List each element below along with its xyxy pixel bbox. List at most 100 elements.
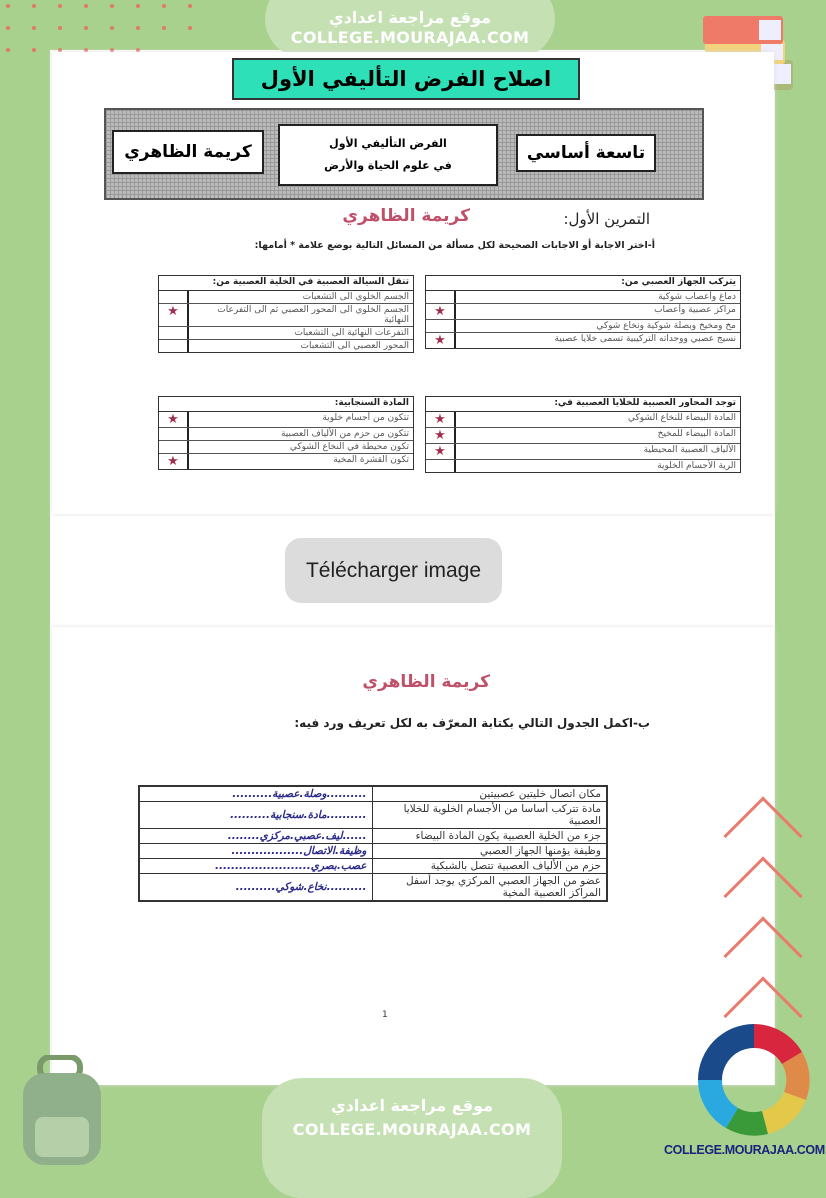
option-text: تكون القشرة المخية xyxy=(187,454,413,469)
empty-mark xyxy=(159,340,187,352)
definition-row: ......ليف.عصبي.مركزي........ جزء من الخلي… xyxy=(138,828,608,844)
empty-mark xyxy=(426,320,454,332)
watermark: كريمة الظاهري xyxy=(362,672,490,692)
dot xyxy=(32,26,36,30)
instruction-a: أ-اختر الاجابة أو الاجابات الصحيحة لكل م… xyxy=(254,240,655,251)
empty-mark xyxy=(426,460,454,472)
option-row: تكون محيطة في النخاع الشوكي xyxy=(159,441,413,454)
dot xyxy=(84,4,88,8)
option-row: الألياف العصبية المحيطية ★ xyxy=(426,444,740,460)
star-mark-icon: ★ xyxy=(434,412,446,427)
empty-mark xyxy=(159,327,187,339)
option-text: تتكون من أجسام خلوية xyxy=(187,412,413,427)
exercise-title: التمرين الأول: xyxy=(563,210,651,228)
answer-cell: عصب.بصري........................ xyxy=(138,858,373,874)
option-row: مخ ومخيخ وبصلة شوكية ونخاع شوكي xyxy=(426,320,740,333)
definition-cell: حزم من الألياف العصبية تتصل بالشبكية xyxy=(371,858,608,874)
question-head: تنقل السيالة العصبية في الخلية العصبية م… xyxy=(159,276,413,291)
backpack-icon xyxy=(23,1055,101,1165)
answer-cell: ..........مادة.سنجابية.......... xyxy=(138,801,373,829)
option-row: دماغ وأعصاب شوكية xyxy=(426,291,740,304)
definition-row: ..........نخاع.شوكي.......... عضو من الجه… xyxy=(138,873,608,902)
site-domain: COLLEGE.MOURAJAA.COM xyxy=(292,1120,532,1139)
bottom-site-banner: موقع مراجعة اعدادي COLLEGE.MOURAJAA.COM xyxy=(262,1078,562,1198)
definition-row: وظيفة.الاتصال.................. وظيفة يؤم… xyxy=(138,843,608,859)
option-text: المادة البيضاء للنخاع الشوكي xyxy=(454,412,740,427)
site-name: موقع مراجعة اعدادي xyxy=(328,8,492,27)
option-row: تكون القشرة المخية ★ xyxy=(159,454,413,469)
decorative-dots xyxy=(6,4,206,52)
top-site-banner: موقع مراجعة اعدادي COLLEGE.MOURAJAA.COM xyxy=(265,0,555,58)
definition-row: عصب.بصري........................ حزم من ا… xyxy=(138,858,608,874)
option-row: المادة البيضاء للنخاع الشوكي ★ xyxy=(426,412,740,428)
question-table: تنقل السيالة العصبية في الخلية العصبية م… xyxy=(158,275,414,353)
dot xyxy=(110,26,114,30)
star-mark-icon: ★ xyxy=(167,304,179,319)
option-row: تتكون من أجسام خلوية ★ xyxy=(159,412,413,428)
question-head: يتركب الجهاز العصبي من: xyxy=(426,276,740,291)
question-head: المادة السنجابية: xyxy=(159,397,413,412)
question-table: يتركب الجهاز العصبي من: دماغ وأعصاب شوكية… xyxy=(425,275,741,349)
dot xyxy=(136,4,140,8)
option-row: نسيج عصبي ووحداته التركيبية تسمى خلايا ع… xyxy=(426,333,740,348)
empty-mark xyxy=(426,291,454,303)
dot xyxy=(136,26,140,30)
option-text: دماغ وأعصاب شوكية xyxy=(454,291,740,303)
option-text: الرية الأجسام الخلوية xyxy=(454,460,740,472)
definition-row: ..........وصلة.عصبية.......... مكان اتصال… xyxy=(138,785,608,802)
option-row: التفرعات النهائية الى التشعبات xyxy=(159,327,413,340)
option-text: نسيج عصبي ووحداته التركيبية تسمى خلايا ع… xyxy=(454,333,740,348)
doc-title: اصلاح الفرض التأليفي الأول xyxy=(232,58,580,100)
instruction-b: ب-اكمل الجدول التالي بكتابة المعرّف به ل… xyxy=(294,716,650,730)
dot xyxy=(6,48,10,52)
definition-cell: مادة تتركب أساسا من الأجسام الخلوية للخل… xyxy=(371,801,608,829)
definitions-table: ..........وصلة.عصبية.......... مكان اتصال… xyxy=(138,785,608,902)
empty-mark xyxy=(159,441,187,453)
exam-line-2: في علوم الحياة والأرض xyxy=(324,159,452,172)
option-text: تتكون من حزم من الألياف العصبية xyxy=(187,428,413,440)
option-row: المادة البيضاء للمخيخ ★ xyxy=(426,428,740,444)
definition-cell: وظيفة يؤمنها الجهاز العصبي xyxy=(371,843,608,859)
dot xyxy=(110,48,114,52)
dot xyxy=(6,4,10,8)
dot xyxy=(162,4,166,8)
answer-cell: ......ليف.عصبي.مركزي........ xyxy=(138,828,373,844)
site-domain: COLLEGE.MOURAJAA.COM xyxy=(290,28,530,47)
option-text: الجسم الخلوي الى التشعبات xyxy=(187,291,413,303)
definition-cell: عضو من الجهاز العصبي المركزي يوجد أسفل ا… xyxy=(371,873,608,902)
option-text: مخ ومخيخ وبصلة شوكية ونخاع شوكي xyxy=(454,320,740,332)
level: تاسعة أساسي xyxy=(516,134,656,172)
definition-row: ..........مادة.سنجابية.......... مادة تتر… xyxy=(138,801,608,829)
option-row: الجسم الخلوي الى التشعبات xyxy=(159,291,413,304)
dot xyxy=(32,4,36,8)
star-mark-icon: ★ xyxy=(434,333,446,348)
college-logo-wheel-icon xyxy=(698,1024,810,1136)
star-mark-icon: ★ xyxy=(434,428,446,443)
page-number: 1 xyxy=(382,1010,388,1020)
watermark: كريمة الظاهري xyxy=(342,206,470,226)
dot xyxy=(58,4,62,8)
option-text: المحور العصبي الى التشعبات xyxy=(187,340,413,352)
dot xyxy=(84,26,88,30)
answer-cell: ..........وصلة.عصبية.......... xyxy=(138,785,373,802)
student-name: كريمة الظاهري xyxy=(112,130,264,174)
empty-mark xyxy=(159,291,187,303)
definition-cell: جزء من الخلية العصبية يكون المادة البيضا… xyxy=(371,828,608,844)
star-mark-icon: ★ xyxy=(167,412,179,427)
answer-cell: ..........نخاع.شوكي.......... xyxy=(138,873,373,902)
option-row: الجسم الخلوي الى المحور العصبي ثم الى ال… xyxy=(159,304,413,327)
dot xyxy=(32,48,36,52)
logo-text: COLLEGE.MOURAJAA.COM xyxy=(664,1143,825,1157)
question-head: توجد المحاور العصبية للخلايا العصبية في: xyxy=(426,397,740,412)
star-mark-icon: ★ xyxy=(434,304,446,319)
question-table: المادة السنجابية: تتكون من أجسام خلوية ★ تت… xyxy=(158,396,414,470)
download-image-button[interactable]: Télécharger image xyxy=(285,538,502,603)
option-text: الجسم الخلوي الى المحور العصبي ثم الى ال… xyxy=(187,304,413,326)
dot xyxy=(58,26,62,30)
exam-info: الفرض التأليفي الأول في علوم الحياة والأ… xyxy=(278,124,498,186)
dot xyxy=(136,48,140,52)
option-text: تكون محيطة في النخاع الشوكي xyxy=(187,441,413,453)
exam-line-1: الفرض التأليفي الأول xyxy=(329,137,447,150)
question-table: توجد المحاور العصبية للخلايا العصبية في:… xyxy=(425,396,741,473)
option-row: مراكز عصبية وأعصاب ★ xyxy=(426,304,740,320)
